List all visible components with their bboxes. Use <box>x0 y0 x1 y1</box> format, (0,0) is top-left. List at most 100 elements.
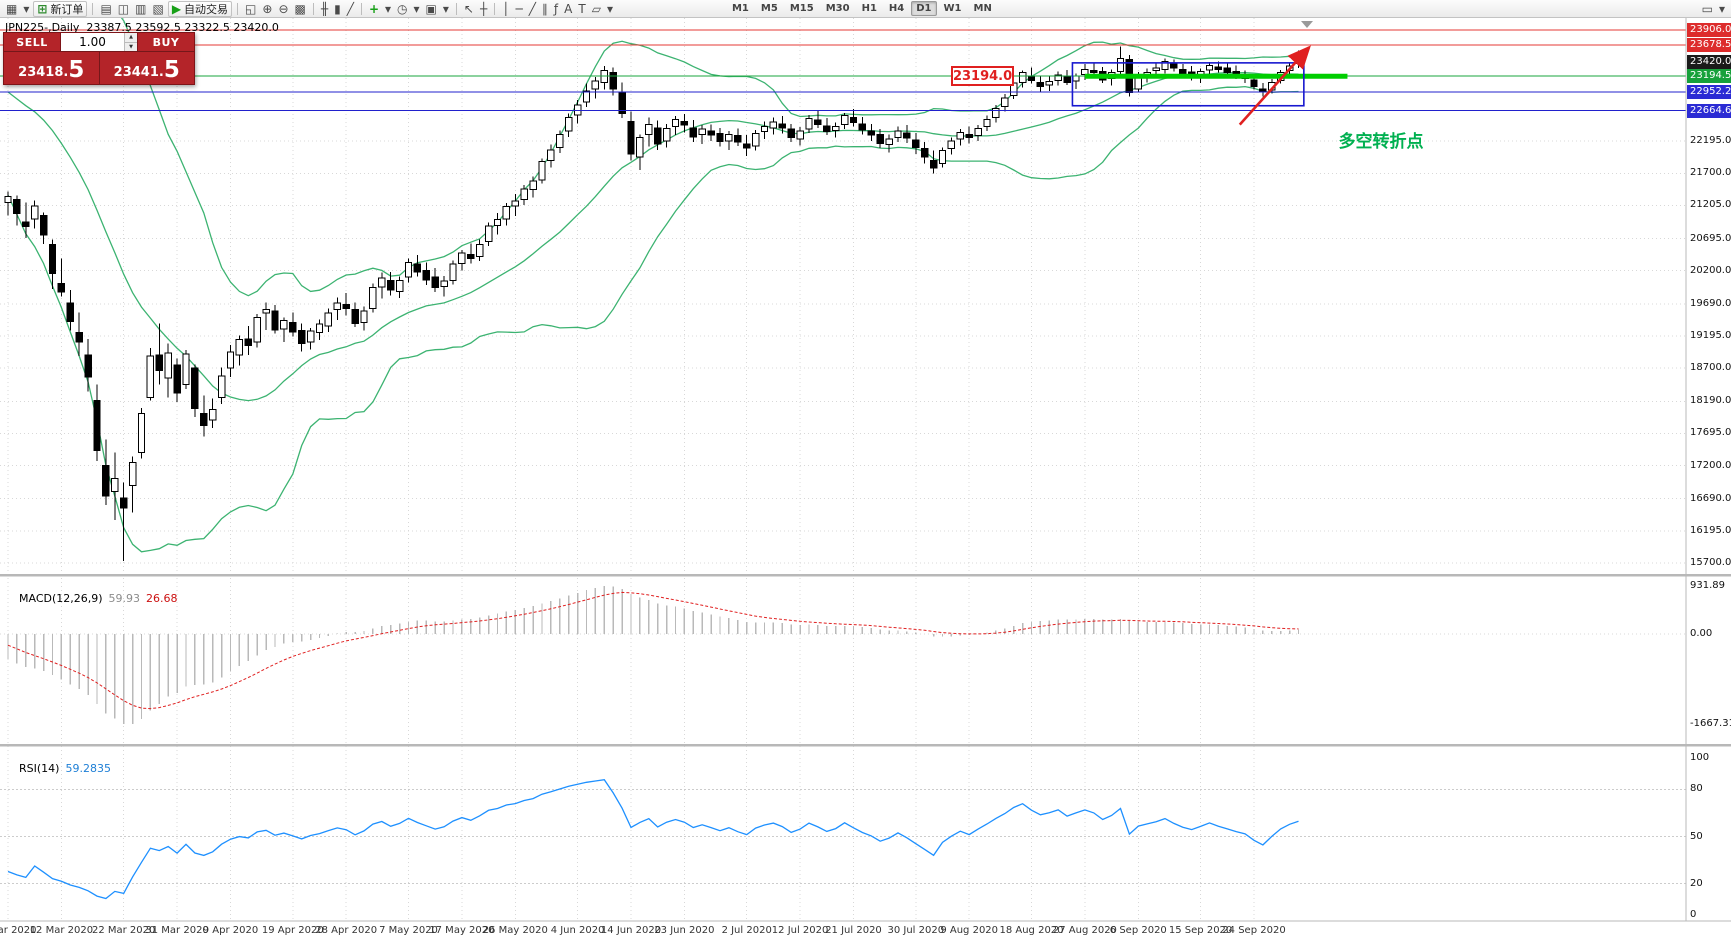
price-axis-label: 22195.0 <box>1690 135 1731 147</box>
macd-panel <box>0 586 1686 724</box>
toolbar-separator <box>312 2 314 15</box>
templates-dropdown-icon: ▾ <box>442 1 449 16</box>
templates-icon[interactable]: ▣ <box>423 1 440 17</box>
price-int: 23418. <box>18 65 69 81</box>
price-tag-22952.2: 22952.2 <box>1687 84 1731 99</box>
periods-dropdown-icon: ▾ <box>413 1 420 16</box>
indicators-icon[interactable]: + <box>366 1 382 17</box>
market-watch-icon: ▤ <box>100 1 112 16</box>
price-tag-22664.6: 22664.6 <box>1687 103 1731 118</box>
trendline-icon[interactable]: ╱ <box>526 1 539 17</box>
annotation-price-label[interactable]: 23194.0 <box>951 66 1014 87</box>
toolbar-separator <box>92 2 94 15</box>
new-order-button-label: 新订单 <box>50 2 84 16</box>
new-order-button[interactable]: ⊞ 新订单 <box>33 0 88 17</box>
panel-splitter[interactable] <box>0 574 1731 577</box>
toolbar-separator <box>360 2 362 15</box>
bar-chart-icon: ╫ <box>320 1 329 16</box>
crosshair-icon[interactable]: ┼ <box>477 1 490 17</box>
fibonacci-icon[interactable]: ƒ <box>551 1 561 17</box>
crosshair-icon: ┼ <box>479 1 488 16</box>
sell-price[interactable]: 23418. 5 <box>4 52 99 84</box>
window-menu-icon[interactable]: ▾ <box>1716 1 1728 17</box>
timeframe-mn-button[interactable]: MN <box>973 3 992 14</box>
timeframe-h1-button[interactable]: H1 <box>861 3 877 14</box>
timeframe-d1-button[interactable]: D1 <box>911 1 937 16</box>
new-chart-icon[interactable]: ▦ <box>3 1 20 17</box>
timeframe-m1-button[interactable]: M1 <box>731 3 749 14</box>
macd-label: MACD(12,26,9) <box>19 592 103 605</box>
new-chart-dropdown-icon[interactable]: ▾ <box>20 1 32 17</box>
zoom-in-icon[interactable]: ⊕ <box>259 1 275 17</box>
templates-dropdown-icon[interactable]: ▾ <box>440 1 452 17</box>
bollinger-upper-band <box>120 18 1299 297</box>
periods-dropdown-icon[interactable]: ▾ <box>411 1 423 17</box>
horizontal-line-icon: ─ <box>515 1 523 16</box>
consolidation-rectangle[interactable] <box>1071 62 1305 107</box>
price-divider <box>98 52 100 84</box>
volume-stepper[interactable]: 1.00 ▲ ▼ <box>60 33 138 51</box>
text-icon[interactable]: A <box>561 1 575 17</box>
autotrading-button-label: 自动交易 <box>184 2 229 16</box>
equidistant-channel-icon[interactable]: ∥ <box>539 1 551 17</box>
price-axis-label: 16195.0 <box>1690 524 1731 536</box>
cursor-icon[interactable]: ↖ <box>461 1 477 17</box>
macd-signal-line <box>7 591 1299 710</box>
date-label: 24 Sep 2020 <box>1222 925 1286 936</box>
volume-spinner: ▲ ▼ <box>124 33 137 51</box>
timeframe-m30-button[interactable]: M30 <box>825 3 850 14</box>
autotrading-button[interactable]: ▶ 自动交易 <box>167 0 233 17</box>
volume-increase-button[interactable]: ▲ <box>125 33 137 43</box>
auto-arrange-icon: ▩ <box>294 1 306 16</box>
price-tag-23906.0: 23906.0 <box>1687 23 1731 37</box>
bar-chart-icon[interactable]: ╫ <box>318 1 331 17</box>
templates-icon: ▣ <box>425 1 437 16</box>
candlestick-chart-icon[interactable]: ▮ <box>331 1 344 17</box>
market-watch-icon[interactable]: ▤ <box>97 1 114 17</box>
arrows-icon[interactable]: ▱ <box>589 1 604 17</box>
sell-button[interactable]: SELL <box>16 35 48 49</box>
auto-arrange-icon[interactable]: ▩ <box>292 1 309 17</box>
trendline-icon: ╱ <box>528 1 536 16</box>
buy-price[interactable]: 23441. 5 <box>100 52 195 84</box>
bollinger-middle-band <box>7 71 1299 402</box>
timeframe-w1-button[interactable]: W1 <box>943 3 962 14</box>
timeframe-h4-button[interactable]: H4 <box>888 3 905 14</box>
date-label: 27 Aug 2020 <box>1052 925 1117 936</box>
data-window-icon[interactable]: ◫ <box>115 1 132 17</box>
date-label: 12 Mar 2020 <box>29 925 94 936</box>
line-chart-icon[interactable]: ╱ <box>344 1 357 17</box>
rsi-scale-label: 20 <box>1690 877 1703 889</box>
new-chart-dropdown-icon: ▾ <box>23 1 30 16</box>
periods-icon[interactable]: ◷ <box>394 1 410 17</box>
window-restore-icon[interactable]: ▭ <box>1699 1 1716 17</box>
chart-canvas[interactable] <box>0 18 1731 940</box>
date-label: 7 May 2020 <box>379 925 438 936</box>
arrows-dropdown-icon[interactable]: ▾ <box>604 1 616 17</box>
price-axis-label: 19195.0 <box>1690 329 1731 341</box>
breakout-arrow[interactable] <box>1238 45 1311 126</box>
label-icon[interactable]: T <box>575 1 588 17</box>
volume-value[interactable]: 1.00 <box>79 35 106 49</box>
data-window-icon: ◫ <box>117 1 130 16</box>
buy-button[interactable]: BUY <box>152 35 180 49</box>
timeframe-m15-button[interactable]: M15 <box>789 3 814 14</box>
macd-histogram <box>7 586 1300 724</box>
fibonacci-icon: ƒ <box>553 1 559 16</box>
timeframe-m5-button[interactable]: M5 <box>760 3 778 14</box>
macd-scale-label: 931.89 <box>1690 580 1725 591</box>
date-label: 18 Aug 2020 <box>999 925 1064 936</box>
volume-decrease-button[interactable]: ▼ <box>125 42 137 51</box>
horizontal-line-icon[interactable]: ─ <box>512 1 525 17</box>
indicators-dropdown-icon[interactable]: ▾ <box>382 1 394 17</box>
terminal-icon[interactable]: ▧ <box>149 1 166 17</box>
main-chart-panel <box>0 18 1686 564</box>
zoom-out-icon[interactable]: ⊖ <box>275 1 291 17</box>
tile-windows-icon: ◱ <box>245 1 257 16</box>
price-int: 23441. <box>113 65 164 81</box>
vertical-line-icon[interactable]: │ <box>499 1 512 17</box>
navigator-icon[interactable]: ▥ <box>132 1 149 17</box>
tile-windows-icon[interactable]: ◱ <box>242 1 259 17</box>
panel-splitter[interactable] <box>0 744 1731 747</box>
annotation-note-text[interactable]: 多空转折点 <box>1338 131 1424 152</box>
